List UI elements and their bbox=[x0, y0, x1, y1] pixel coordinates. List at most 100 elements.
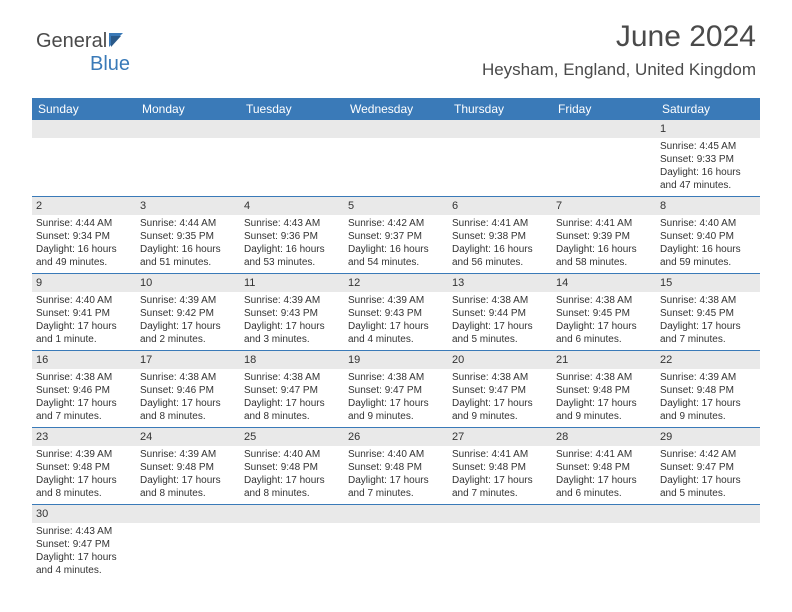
day-number-row: 23242526272829 bbox=[32, 428, 760, 446]
sunrise-text: Sunrise: 4:41 AM bbox=[556, 217, 652, 230]
calendar-cell bbox=[552, 138, 656, 196]
daylight-text-1: Daylight: 17 hours bbox=[452, 320, 548, 333]
day-number: 25 bbox=[240, 428, 344, 446]
calendar-cell bbox=[136, 523, 240, 581]
day-number: 30 bbox=[32, 505, 136, 523]
sunset-text: Sunset: 9:41 PM bbox=[36, 307, 132, 320]
daylight-text-2: and 3 minutes. bbox=[244, 333, 340, 346]
day-number: 19 bbox=[344, 351, 448, 369]
sunrise-text: Sunrise: 4:38 AM bbox=[140, 371, 236, 384]
day-number: 8 bbox=[656, 197, 760, 215]
calendar-cell: Sunrise: 4:38 AMSunset: 9:45 PMDaylight:… bbox=[656, 292, 760, 350]
day-number-row: 2345678 bbox=[32, 197, 760, 215]
day-number-row: 16171819202122 bbox=[32, 351, 760, 369]
day-number bbox=[344, 120, 448, 138]
weekday-label: Friday bbox=[552, 102, 656, 116]
logo-text-blue: Blue bbox=[90, 53, 130, 75]
weekday-label: Tuesday bbox=[240, 102, 344, 116]
sunset-text: Sunset: 9:34 PM bbox=[36, 230, 132, 243]
day-info-row: Sunrise: 4:44 AM Sunset: 9:34 PM Daylight:… bbox=[32, 215, 760, 273]
sunrise-text: Sunrise: 4:43 AM bbox=[244, 217, 340, 230]
day-number: 27 bbox=[448, 428, 552, 446]
calendar-cell: Sunrise: 4:41 AMSunset: 9:48 PMDaylight:… bbox=[448, 446, 552, 504]
daylight-text-2: and 9 minutes. bbox=[348, 410, 444, 423]
sunset-text: Sunset: 9:43 PM bbox=[348, 307, 444, 320]
sunset-text: Sunset: 9:38 PM bbox=[452, 230, 548, 243]
calendar-cell: Sunrise: 4:38 AMSunset: 9:47 PMDaylight:… bbox=[240, 369, 344, 427]
daylight-text-1: Daylight: 17 hours bbox=[244, 474, 340, 487]
sunrise-text: Sunrise: 4:41 AM bbox=[556, 448, 652, 461]
calendar-cell: Sunrise: 4:38 AMSunset: 9:47 PMDaylight:… bbox=[344, 369, 448, 427]
sunrise-text: Sunrise: 4:38 AM bbox=[36, 371, 132, 384]
daylight-text-2: and 7 minutes. bbox=[36, 410, 132, 423]
sunset-text: Sunset: 9:48 PM bbox=[244, 461, 340, 474]
sunset-text: Sunset: 9:44 PM bbox=[452, 307, 548, 320]
sunset-text: Sunset: 9:37 PM bbox=[348, 230, 444, 243]
daylight-text-1: Daylight: 17 hours bbox=[36, 551, 132, 564]
sunrise-text: Sunrise: 4:41 AM bbox=[452, 217, 548, 230]
calendar-cell: Sunrise: 4:41 AMSunset: 9:48 PMDaylight:… bbox=[552, 446, 656, 504]
day-number: 24 bbox=[136, 428, 240, 446]
calendar-week: 1Sunrise: 4:45 AMSunset: 9:33 PMDaylight… bbox=[32, 120, 760, 197]
day-number: 9 bbox=[32, 274, 136, 292]
daylight-text-2: and 8 minutes. bbox=[140, 487, 236, 500]
calendar-cell: Sunrise: 4:41 AMSunset: 9:38 PMDaylight:… bbox=[448, 215, 552, 273]
daylight-text-2: and 8 minutes. bbox=[36, 487, 132, 500]
daylight-text-1: Daylight: 17 hours bbox=[452, 397, 548, 410]
sunset-text: Sunset: 9:46 PM bbox=[36, 384, 132, 397]
sunset-text: Sunset: 9:48 PM bbox=[140, 461, 236, 474]
daylight-text-1: Daylight: 17 hours bbox=[36, 397, 132, 410]
daylight-text-2: and 53 minutes. bbox=[244, 256, 340, 269]
day-number: 10 bbox=[136, 274, 240, 292]
calendar-cell: Sunrise: 4:39 AMSunset: 9:43 PMDaylight:… bbox=[344, 292, 448, 350]
weekday-header: SundayMondayTuesdayWednesdayThursdayFrid… bbox=[32, 98, 760, 120]
daylight-text-1: Daylight: 17 hours bbox=[660, 474, 756, 487]
sunset-text: Sunset: 9:48 PM bbox=[348, 461, 444, 474]
sunrise-text: Sunrise: 4:43 AM bbox=[36, 525, 132, 538]
calendar-week: 23242526272829Sunrise: 4:39 AMSunset: 9:… bbox=[32, 428, 760, 505]
daylight-text-2: and 9 minutes. bbox=[660, 410, 756, 423]
day-number bbox=[32, 120, 136, 138]
sunrise-text: Sunrise: 4:39 AM bbox=[244, 294, 340, 307]
day-number: 4 bbox=[240, 197, 344, 215]
day-info-row: Sunrise: 4:39 AMSunset: 9:48 PMDaylight:… bbox=[32, 446, 760, 504]
calendar-cell: Sunrise: 4:39 AMSunset: 9:48 PMDaylight:… bbox=[656, 369, 760, 427]
daylight-text-1: Daylight: 17 hours bbox=[556, 397, 652, 410]
calendar-cell: Sunrise: 4:43 AMSunset: 9:36 PMDaylight:… bbox=[240, 215, 344, 273]
day-info-row: Sunrise: 4:45 AMSunset: 9:33 PMDaylight:… bbox=[32, 138, 760, 196]
sunset-text: Sunset: 9:48 PM bbox=[556, 461, 652, 474]
day-number: 12 bbox=[344, 274, 448, 292]
day-info-row: Sunrise: 4:43 AMSunset: 9:47 PMDaylight:… bbox=[32, 523, 760, 581]
logo-text-general: General bbox=[36, 30, 107, 52]
daylight-text-2: and 1 minute. bbox=[36, 333, 132, 346]
day-number: 13 bbox=[448, 274, 552, 292]
daylight-text-1: Daylight: 17 hours bbox=[348, 320, 444, 333]
calendar-cell: Sunrise: 4:38 AMSunset: 9:48 PMDaylight:… bbox=[552, 369, 656, 427]
daylight-text-1: Daylight: 17 hours bbox=[140, 474, 236, 487]
day-number bbox=[240, 120, 344, 138]
sunrise-text: Sunrise: 4:40 AM bbox=[36, 294, 132, 307]
day-number: 16 bbox=[32, 351, 136, 369]
sunset-text: Sunset: 9:35 PM bbox=[140, 230, 236, 243]
calendar-cell bbox=[344, 138, 448, 196]
day-number: 2 bbox=[32, 197, 136, 215]
logo: General Blue bbox=[36, 30, 130, 76]
location-subtitle: Heysham, England, United Kingdom bbox=[482, 60, 756, 80]
sunrise-text: Sunrise: 4:39 AM bbox=[140, 448, 236, 461]
sunrise-text: Sunrise: 4:39 AM bbox=[36, 448, 132, 461]
calendar-week: 16171819202122Sunrise: 4:38 AMSunset: 9:… bbox=[32, 351, 760, 428]
calendar-cell: Sunrise: 4:41 AMSunset: 9:39 PMDaylight:… bbox=[552, 215, 656, 273]
daylight-text-1: Daylight: 16 hours bbox=[660, 166, 756, 179]
calendar-cell: Sunrise: 4:40 AMSunset: 9:40 PMDaylight:… bbox=[656, 215, 760, 273]
day-number bbox=[136, 120, 240, 138]
day-info-row: Sunrise: 4:38 AMSunset: 9:46 PMDaylight:… bbox=[32, 369, 760, 427]
calendar-week: 30Sunrise: 4:43 AMSunset: 9:47 PMDayligh… bbox=[32, 505, 760, 581]
sunrise-text: Sunrise: 4:40 AM bbox=[348, 448, 444, 461]
page-title: June 2024 bbox=[616, 20, 756, 54]
day-number-row: 30 bbox=[32, 505, 760, 523]
sunrise-text: Sunrise: 4:44 AM bbox=[140, 217, 236, 230]
sunset-text: Sunset: 9:33 PM bbox=[660, 153, 756, 166]
day-number: 22 bbox=[656, 351, 760, 369]
calendar-cell: Sunrise: 4:44 AMSunset: 9:35 PMDaylight:… bbox=[136, 215, 240, 273]
daylight-text-1: Daylight: 16 hours bbox=[660, 243, 756, 256]
